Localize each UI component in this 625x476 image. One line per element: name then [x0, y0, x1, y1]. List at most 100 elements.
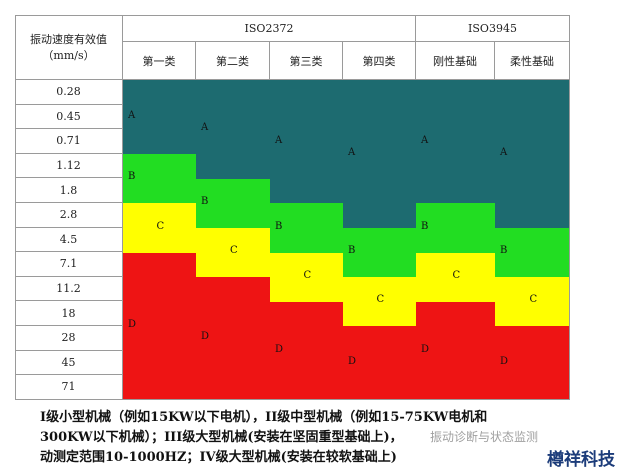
zone-label: B: [201, 196, 209, 207]
zone-label: C: [452, 269, 461, 281]
zone-cell: [123, 153, 196, 179]
zone-cell: [495, 129, 570, 155]
zone-cell: [416, 104, 495, 130]
zone-cell: [343, 227, 416, 253]
zone-cell: [495, 153, 570, 179]
column-header: 第一类: [123, 42, 196, 80]
zone-cell: [416, 350, 495, 376]
zone-label: C: [303, 269, 312, 281]
zone-label: B: [348, 245, 356, 257]
zone-cell: [196, 326, 270, 352]
row-label: 0.28: [15, 80, 123, 105]
zone-cell: [343, 104, 416, 130]
row-label: 2.8: [15, 203, 123, 228]
zone-cell: [495, 227, 570, 253]
zone-cell: [196, 350, 270, 376]
row-label: 1.12: [15, 153, 123, 179]
row-label: 0.45: [15, 104, 123, 130]
watermark: 振动诊断与状态监测: [430, 430, 539, 444]
column-header: 第三类: [270, 42, 343, 80]
zone-cell: [196, 104, 270, 130]
row-label: 0.71: [15, 129, 123, 154]
zone-label: B: [128, 171, 136, 183]
zone-cell: [123, 326, 196, 352]
column-header: 第二类: [196, 42, 270, 80]
zone-cell: [270, 350, 343, 376]
zone-label: A: [500, 146, 508, 158]
zone-cell: [416, 326, 495, 352]
zone-cell: [196, 80, 270, 106]
zone-cell: [270, 153, 343, 179]
zone-cell: [416, 129, 495, 155]
zone-cell: [495, 203, 570, 229]
column-header: 第四类: [343, 42, 416, 80]
zone-cell: [343, 375, 416, 401]
zone-cell: [270, 104, 343, 130]
zone-cell: [123, 203, 196, 229]
zone-cell: [495, 326, 570, 352]
zone-cell: [416, 375, 495, 401]
zone-cell: [270, 203, 343, 229]
zone-label: D: [500, 355, 509, 367]
zone-label: D: [201, 331, 210, 343]
zone-cell: [495, 276, 570, 302]
column-header: 刚性基础: [416, 42, 495, 80]
row-label: 1.8: [15, 178, 123, 203]
zone-cell: [416, 276, 495, 302]
zone-cell: [343, 80, 416, 106]
zone-cell: [123, 301, 196, 327]
zone-cell: [343, 252, 416, 278]
zone-cell: [416, 203, 495, 229]
row-label: 7.1: [15, 252, 123, 277]
zone-cell: [495, 350, 570, 376]
row-label: 45: [15, 350, 123, 376]
zone-cell: [196, 276, 270, 302]
logo: 樽祥科技: [547, 450, 615, 470]
zone-cell: [416, 178, 495, 204]
row-label: 4.5: [15, 227, 123, 253]
zone-cell: [270, 326, 343, 352]
zone-cell: [123, 129, 196, 155]
zone-label: A: [348, 146, 356, 158]
zone-label: B: [275, 220, 283, 232]
zone-label: D: [421, 343, 430, 355]
zone-cell: [123, 252, 196, 278]
zone-cell: [196, 227, 270, 253]
zone-cell: [495, 80, 570, 106]
zone-cell: [123, 227, 196, 253]
zone-label: C: [156, 220, 165, 232]
zone-cell: [270, 252, 343, 278]
zone-label: C: [529, 294, 538, 306]
zone-cell: [270, 375, 343, 401]
zone-label: B: [500, 245, 508, 257]
zone-cell: [495, 252, 570, 278]
zone-cell: [123, 104, 196, 130]
zone-cell: [343, 301, 416, 327]
zone-cell: [495, 104, 570, 130]
zone-cell: [416, 227, 495, 253]
zone-cell: [343, 326, 416, 352]
zone-cell: [495, 375, 570, 401]
zone-cell: [270, 227, 343, 253]
zone-cell: [270, 80, 343, 106]
zone-cell: [416, 80, 495, 106]
zone-cell: [343, 129, 416, 155]
zone-cell: [495, 301, 570, 327]
zone-cell: [123, 276, 196, 302]
zone-label: D: [128, 319, 137, 330]
zone-cell: [196, 203, 270, 229]
zone-cell: [196, 153, 270, 179]
group-header: ISO2372: [123, 15, 416, 42]
footer-line: 300KW以下机械）；III级大型机械(安装在坚固重型基础上)，: [40, 430, 403, 445]
zone-cell: [343, 276, 416, 302]
zone-cell: [270, 276, 343, 302]
zone-cell: [343, 178, 416, 204]
zone-cell: [270, 178, 343, 204]
zone-label: A: [201, 122, 209, 134]
zone-cell: [123, 350, 196, 376]
zone-label: A: [275, 134, 283, 146]
zone-cell: [343, 153, 416, 179]
zone-cell: [416, 301, 495, 327]
zone-cell: [270, 301, 343, 327]
